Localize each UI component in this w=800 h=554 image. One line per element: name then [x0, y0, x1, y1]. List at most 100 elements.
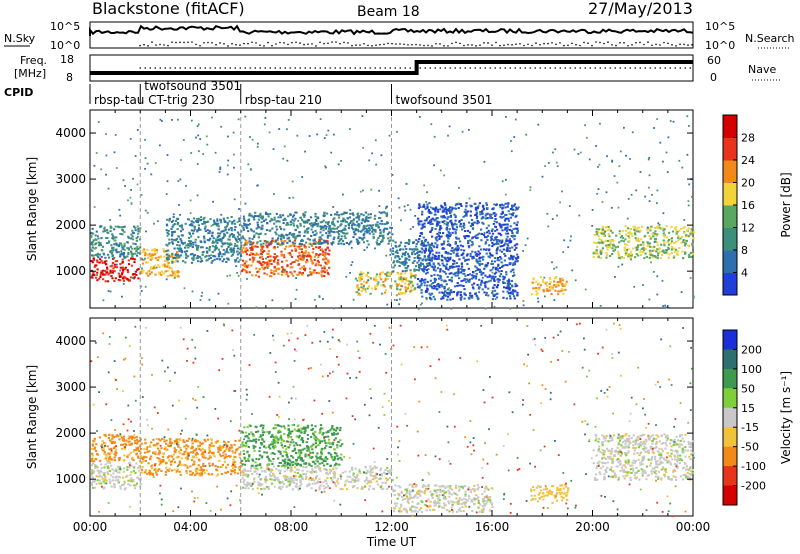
range-gate-cell: [315, 271, 318, 274]
range-gate-cell: [421, 302, 423, 305]
range-gate-cell: [151, 474, 154, 477]
range-gate-cell: [399, 273, 402, 276]
range-gate-cell: [172, 213, 175, 216]
nsearch-point: [595, 41, 597, 43]
range-gate-cell: [398, 276, 401, 279]
range-gate-cell: [409, 272, 412, 275]
range-gate-cell: [441, 262, 444, 265]
range-gate-cell: [499, 239, 501, 242]
range-gate-cell: [500, 261, 503, 264]
range-gate-cell: [133, 247, 136, 250]
range-gate-cell: [434, 228, 437, 230]
range-gate-cell: [482, 204, 485, 207]
range-gate-cell: [500, 216, 503, 219]
range-gate-cell: [422, 241, 425, 244]
range-gate-cell: [466, 210, 470, 213]
range-gate-cell: [162, 460, 165, 463]
range-gate-cell: [625, 253, 628, 256]
range-gate-cell: [401, 270, 404, 273]
range-gate-cell: [439, 235, 442, 238]
range-gate-cell: [230, 222, 234, 225]
range-gate-cell: [400, 255, 404, 258]
range-gate-cell: [445, 263, 448, 266]
range-gate-cell: [224, 226, 227, 229]
range-gate-cell: [663, 235, 666, 238]
range-gate-cell: [202, 153, 205, 155]
range-gate-cell: [666, 171, 669, 173]
nsearch-point: [503, 44, 505, 47]
range-gate-cell: [122, 253, 125, 256]
range-gate-cell: [244, 249, 247, 252]
range-gate-cell: [484, 236, 487, 239]
range-gate-cell: [460, 284, 463, 287]
range-gate-cell: [280, 254, 283, 257]
range-gate-cell: [187, 255, 190, 258]
range-gate-cell: [595, 251, 598, 254]
range-gate-cell: [622, 257, 625, 260]
range-gate-cell: [317, 272, 320, 275]
cpid-segment-label: twofsound 3501: [144, 79, 241, 93]
range-gate-cell: [291, 266, 294, 269]
range-gate-cell: [305, 261, 308, 264]
range-gate-cell: [309, 243, 312, 246]
nave-point: [254, 67, 257, 69]
range-gate-cell: [167, 233, 170, 236]
range-gate-cell: [117, 435, 120, 438]
range-gate-cell: [496, 269, 499, 271]
range-gate-cell: [325, 249, 327, 251]
range-gate-cell: [475, 294, 478, 297]
range-gate-cell: [455, 226, 459, 229]
freq-tick-high: 18: [60, 53, 74, 66]
range-gate-cell: [515, 206, 518, 209]
range-gate-cell: [536, 292, 539, 295]
range-gate-cell: [686, 229, 689, 232]
range-gate-cell: [383, 211, 386, 214]
nsearch-point: [403, 43, 405, 46]
colorbar-tick-label: 4: [741, 267, 748, 280]
range-gate-cell: [454, 204, 457, 207]
range-gate-cell: [268, 131, 271, 134]
range-gate-cell: [331, 223, 334, 225]
range-gate-cell: [422, 279, 425, 282]
range-gate-cell: [391, 174, 394, 176]
range-gate-cell: [503, 253, 506, 255]
range-gate-cell: [362, 234, 365, 236]
nsearch-point: [547, 42, 549, 45]
range-gate-cell: [207, 451, 210, 454]
range-gate-cell: [514, 209, 517, 211]
range-gate-cell: [622, 240, 625, 243]
range-gate-cell: [197, 227, 201, 230]
range-gate-cell: [418, 286, 421, 289]
range-gate-cell: [230, 446, 233, 449]
range-gate-cell: [172, 453, 175, 456]
nave-point: [484, 67, 487, 69]
range-gate-cell: [356, 241, 359, 243]
range-gate-cell: [462, 257, 465, 260]
nsearch-point: [599, 41, 601, 44]
range-gate-cell: [178, 224, 181, 227]
nsearch-point: [303, 43, 305, 46]
range-gate-cell: [263, 220, 266, 223]
range-gate-cell: [193, 226, 196, 228]
range-gate-cell: [453, 265, 456, 268]
range-gate-cell: [277, 234, 281, 237]
range-gate-cell: [191, 252, 194, 255]
range-gate-cell: [146, 253, 149, 256]
range-gate-cell: [490, 262, 493, 265]
range-gate-cell: [266, 263, 269, 266]
range-gate-cell: [335, 227, 338, 230]
nave-point: [149, 67, 152, 69]
range-gate-cell: [214, 247, 217, 250]
range-gate-cell: [197, 123, 200, 126]
range-gate-cell: [469, 210, 472, 213]
range-gate-cell: [90, 470, 93, 473]
range-gate-cell: [316, 259, 319, 262]
range-gate-cell: [690, 228, 693, 231]
range-gate-cell: [190, 473, 193, 476]
range-gate-cell: [271, 299, 274, 302]
range-gate-cell: [693, 295, 695, 298]
range-gate-cell: [611, 253, 614, 255]
range-gate-cell: [431, 292, 434, 295]
range-gate-cell: [507, 217, 510, 220]
range-gate-cell: [492, 239, 495, 242]
